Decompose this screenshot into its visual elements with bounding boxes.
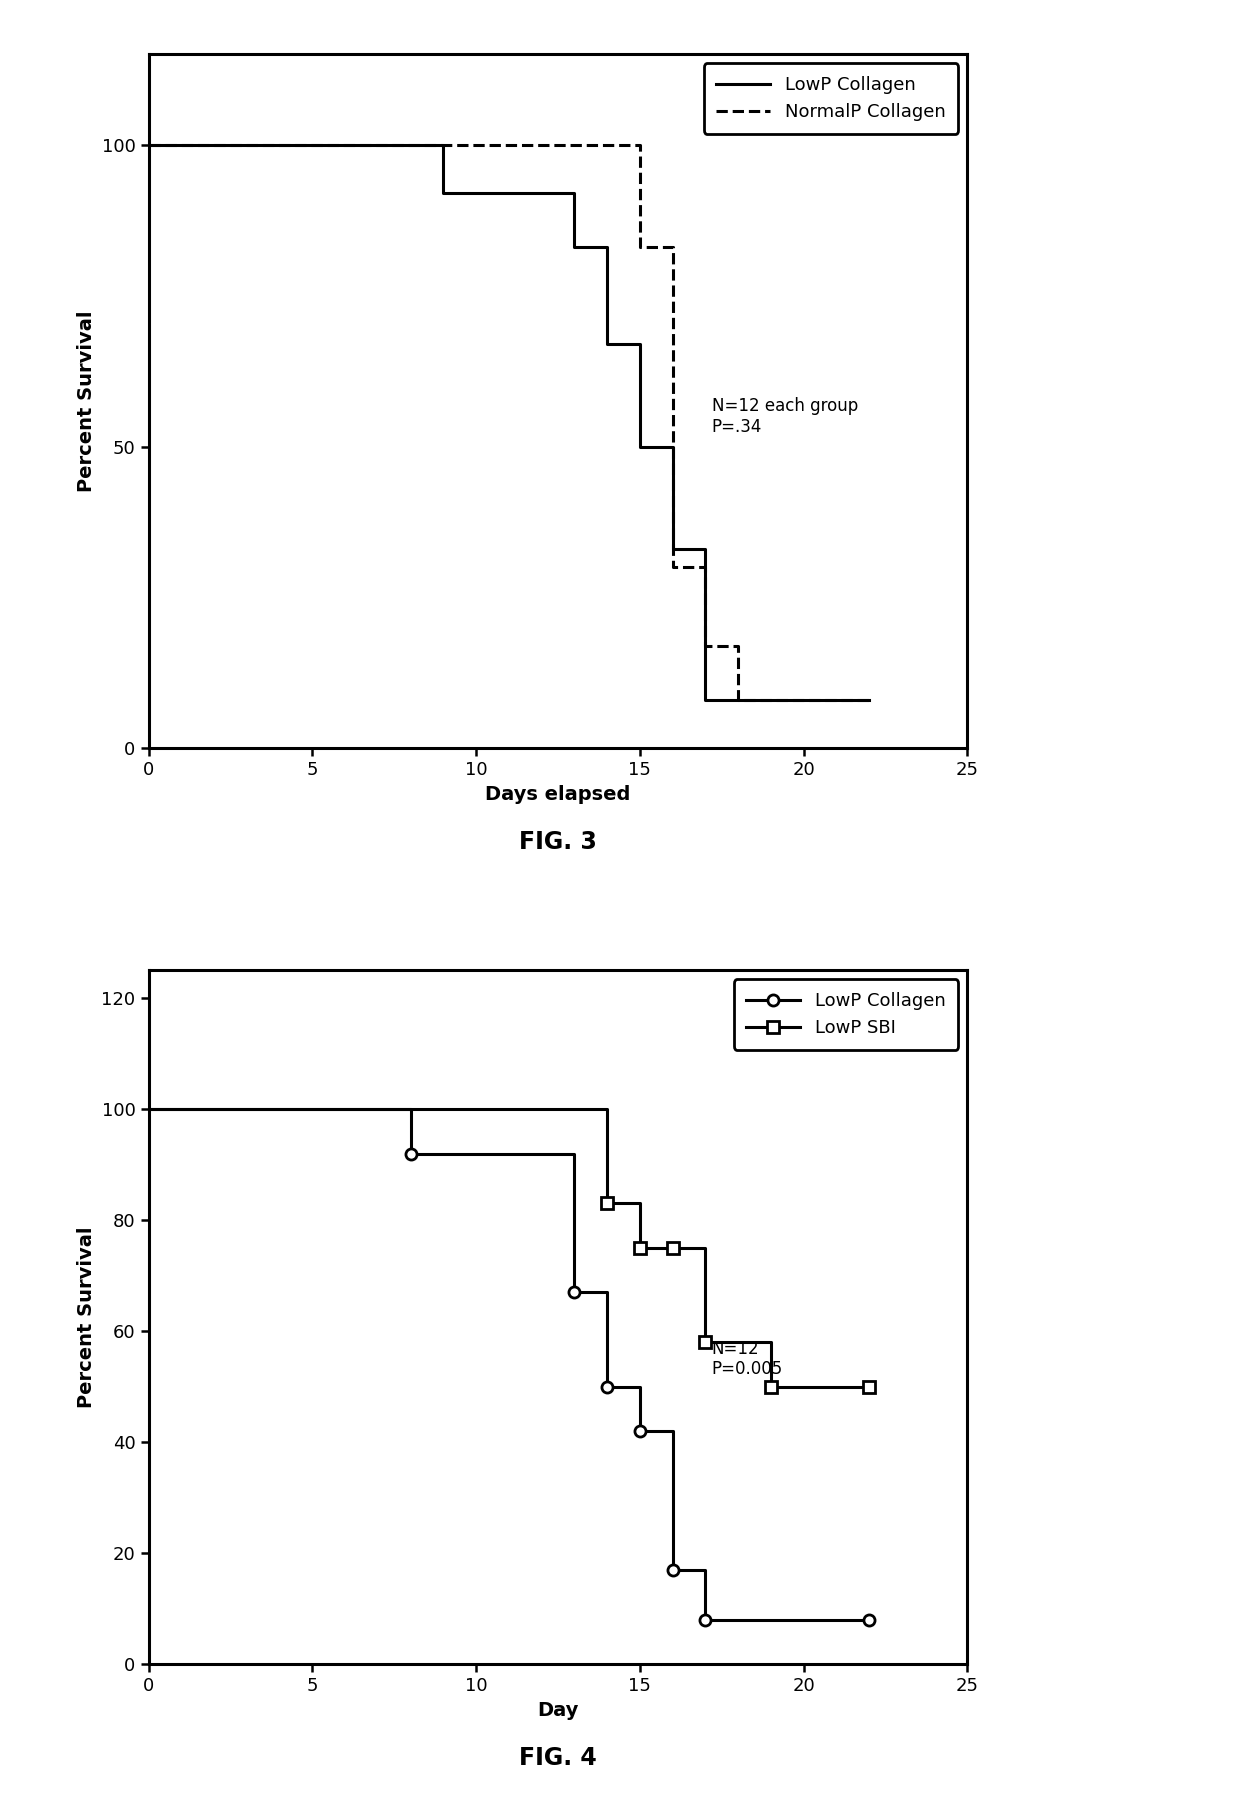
LowP Collagen [567,183,582,204]
LowP Collagen [436,183,451,204]
NormalP Collagen [698,635,713,657]
NormalP Collagen [862,689,877,711]
LowP Collagen [403,1098,418,1120]
LowP SBI [764,1331,779,1353]
Line: LowP Collagen: LowP Collagen [149,1109,869,1619]
Legend: LowP Collagen, LowP SBI: LowP Collagen, LowP SBI [734,979,959,1049]
NormalP Collagen [600,134,615,156]
LowP Collagen [141,134,156,156]
LowP SBI [698,1237,713,1259]
NormalP Collagen [665,237,680,259]
Y-axis label: Percent Survival: Percent Survival [77,311,97,492]
LowP Collagen [567,1281,582,1302]
LowP Collagen [600,1377,615,1398]
Y-axis label: Percent Survival: Percent Survival [77,1227,95,1407]
LowP Collagen [698,539,713,561]
LowP Collagen [698,1559,713,1581]
NormalP Collagen [632,237,647,259]
Text: FIG. 3: FIG. 3 [520,830,596,854]
LowP Collagen [698,689,713,711]
LowP Collagen [632,436,647,458]
LowP Collagen [632,1377,647,1398]
LowP Collagen [600,333,615,355]
LowP SBI [665,1237,680,1259]
X-axis label: Days elapsed: Days elapsed [485,785,631,803]
Line: NormalP Collagen: NormalP Collagen [149,145,869,700]
LowP Collagen [632,1420,647,1442]
LowP SBI [764,1377,779,1398]
NormalP Collagen [632,134,647,156]
LowP SBI [600,1098,615,1120]
LowP Collagen [567,237,582,259]
LowP Collagen [403,1143,418,1165]
LowP Collagen [862,1608,877,1630]
LowP Collagen [698,1608,713,1630]
X-axis label: Day: Day [537,1700,579,1720]
NormalP Collagen [600,134,615,156]
LowP Collagen [665,1420,680,1442]
Line: LowP SBI: LowP SBI [149,1109,869,1388]
LowP SBI [632,1237,647,1259]
LowP Collagen [665,539,680,561]
NormalP Collagen [730,635,745,657]
NormalP Collagen [141,134,156,156]
LowP SBI [141,1098,156,1120]
LowP Collagen [567,1143,582,1165]
LowP SBI [600,1192,615,1214]
LowP Collagen [600,1281,615,1302]
NormalP Collagen [730,689,745,711]
LowP Collagen [436,134,451,156]
Text: FIG. 4: FIG. 4 [520,1746,596,1769]
NormalP Collagen [665,557,680,579]
LowP Collagen [665,1559,680,1581]
Text: N=12 each group
P=.34: N=12 each group P=.34 [712,396,858,436]
LowP Collagen [862,689,877,711]
LowP Collagen [862,689,877,711]
NormalP Collagen [698,557,713,579]
LowP SBI [698,1331,713,1353]
Legend: LowP Collagen, NormalP Collagen: LowP Collagen, NormalP Collagen [703,63,959,134]
LowP SBI [862,1377,877,1398]
LowP SBI [862,1377,877,1398]
LowP Collagen [600,237,615,259]
LowP Collagen [141,1098,156,1120]
Line: LowP Collagen: LowP Collagen [149,145,869,700]
LowP Collagen [665,436,680,458]
LowP SBI [632,1192,647,1214]
Text: N=12
P=0.005: N=12 P=0.005 [712,1339,784,1378]
LowP Collagen [862,1608,877,1630]
LowP Collagen [632,333,647,355]
LowP SBI [665,1237,680,1259]
NormalP Collagen [862,689,877,711]
